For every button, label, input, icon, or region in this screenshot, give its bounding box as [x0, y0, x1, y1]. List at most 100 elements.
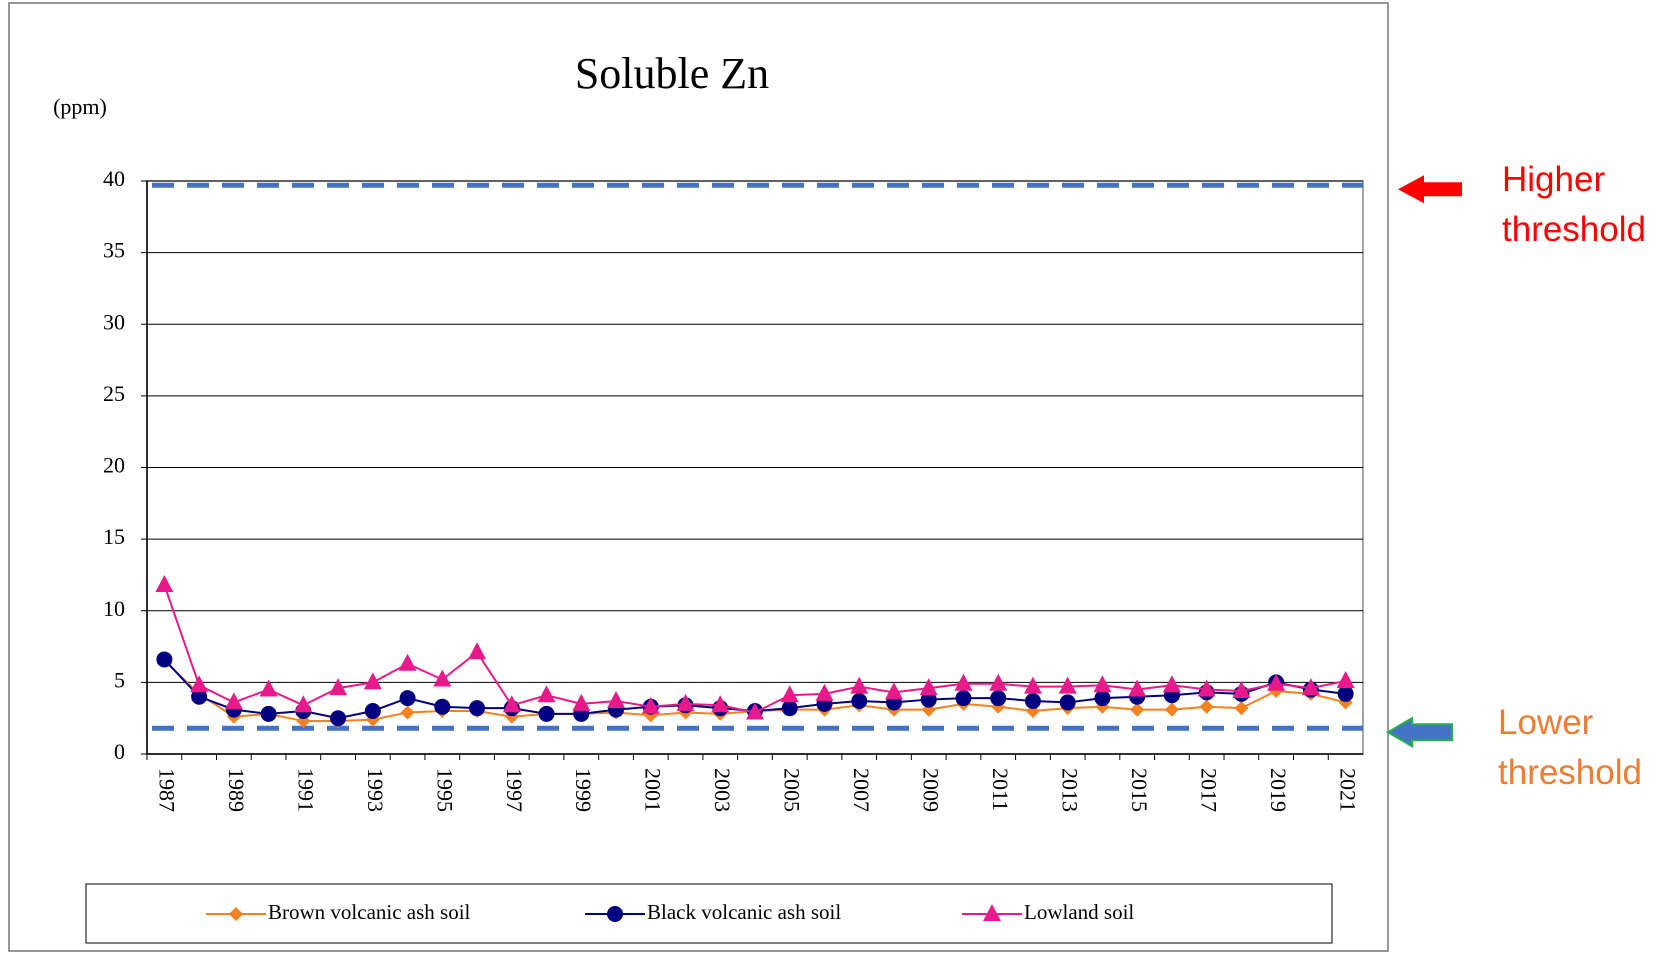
x-tick-label: 2001: [641, 768, 666, 812]
marker: [746, 702, 764, 720]
marker: [884, 682, 903, 700]
marker: [815, 683, 834, 701]
marker: [400, 705, 415, 720]
marker: [1301, 678, 1320, 696]
marker: [1164, 702, 1179, 717]
marker: [990, 690, 1007, 707]
marker: [1232, 680, 1251, 698]
marker: [1130, 702, 1145, 717]
marker: [155, 574, 174, 592]
marker: [364, 703, 381, 720]
marker: [399, 690, 416, 707]
legend-marker: [983, 904, 1001, 921]
marker: [330, 710, 347, 727]
y-tick-label: 20: [103, 453, 125, 478]
marker: [469, 700, 486, 717]
legend: [85, 883, 1333, 944]
legend-marker: [607, 906, 623, 922]
legend-marker: [229, 907, 243, 921]
marker: [1197, 679, 1216, 697]
marker: [954, 673, 973, 691]
x-tick-label: 1987: [154, 768, 179, 812]
marker: [955, 690, 972, 707]
x-tick-label: 2011: [988, 768, 1013, 811]
y-tick-label: 25: [103, 381, 125, 406]
marker: [294, 695, 313, 713]
x-tick-label: 2019: [1266, 768, 1291, 812]
marker: [224, 692, 243, 710]
legend-label: Brown volcanic ash soil: [268, 900, 471, 924]
marker: [851, 692, 868, 709]
marker: [538, 705, 555, 722]
threshold-label: Higher threshold: [1502, 160, 1646, 250]
marker: [156, 651, 173, 668]
threshold-arrow: [1386, 716, 1453, 748]
y-unit: (ppm): [53, 94, 107, 119]
marker: [1128, 679, 1147, 697]
x-tick-label: 1991: [293, 768, 318, 812]
marker: [398, 653, 417, 671]
marker: [502, 695, 521, 713]
x-tick-label: 2005: [780, 768, 805, 812]
marker: [1336, 670, 1355, 688]
marker: [363, 672, 382, 690]
x-tick-label: 1999: [571, 768, 596, 812]
y-tick-label: 30: [103, 309, 125, 334]
marker: [781, 700, 798, 717]
legend-label: Black volcanic ash soil: [647, 900, 841, 924]
y-tick-label: 0: [114, 739, 125, 764]
marker: [1058, 676, 1077, 694]
marker: [329, 678, 348, 696]
marker: [572, 693, 591, 711]
marker: [433, 669, 452, 687]
marker: [434, 698, 451, 715]
marker: [537, 685, 556, 703]
marker: [850, 676, 869, 694]
marker: [641, 696, 660, 714]
x-tick-label: 2009: [919, 768, 944, 812]
marker: [1234, 701, 1249, 716]
marker: [920, 691, 937, 708]
marker: [989, 673, 1008, 691]
x-tick-label: 1997: [502, 768, 527, 812]
marker: [711, 695, 730, 713]
legend-label: Lowland soil: [1024, 900, 1134, 924]
y-tick-label: 5: [114, 667, 125, 692]
y-tick-label: 10: [103, 596, 125, 621]
marker: [676, 693, 695, 711]
marker: [780, 685, 799, 703]
marker: [607, 690, 626, 708]
x-tick-label: 2003: [710, 768, 735, 812]
marker: [1024, 692, 1041, 709]
marker: [260, 705, 277, 722]
threshold-label: Lower threshold: [1498, 703, 1642, 793]
y-tick-label: 35: [103, 238, 125, 263]
x-tick-label: 2007: [849, 768, 874, 812]
x-tick-label: 1995: [432, 768, 457, 812]
x-tick-label: 2015: [1127, 768, 1152, 812]
marker: [1199, 699, 1214, 714]
marker: [191, 688, 208, 705]
x-tick-label: 2021: [1336, 768, 1361, 812]
marker: [1023, 676, 1042, 694]
x-tick-label: 1993: [363, 768, 388, 812]
x-tick-label: 2017: [1197, 768, 1222, 812]
marker: [1267, 673, 1286, 691]
marker: [1093, 675, 1112, 693]
x-tick-label: 2013: [1058, 768, 1083, 812]
marker: [1162, 675, 1181, 693]
marker: [1059, 694, 1076, 711]
y-tick-label: 40: [103, 166, 125, 191]
marker: [259, 679, 278, 697]
marker: [190, 675, 209, 693]
marker: [1337, 685, 1354, 702]
marker: [919, 678, 938, 696]
threshold-arrow: [1398, 175, 1462, 204]
marker: [1094, 690, 1111, 707]
x-tick-label: 1989: [224, 768, 249, 812]
y-tick-label: 15: [103, 524, 125, 549]
chart-title: Soluble Zn: [575, 49, 769, 98]
marker: [468, 642, 487, 660]
